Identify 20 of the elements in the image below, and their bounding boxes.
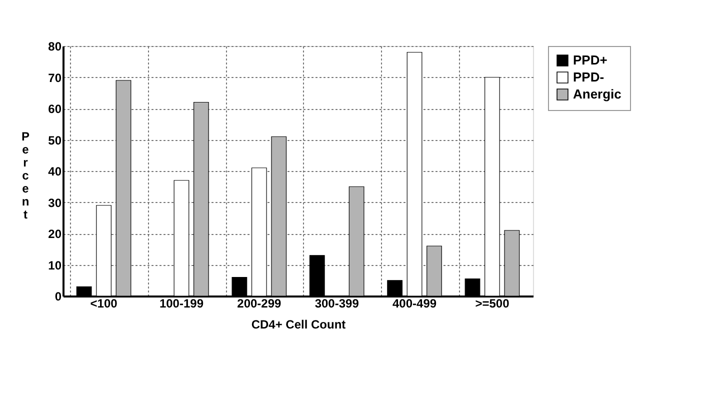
x-tick-label: 300-399 <box>314 296 360 310</box>
y-tick-label: 30 <box>48 196 62 210</box>
y-tick-label: 70 <box>48 70 62 85</box>
y-tick-label: 80 <box>48 40 62 54</box>
legend-label: PPD- <box>573 70 604 84</box>
x-tick-label: <100 <box>90 296 118 310</box>
legend-label: PPD+ <box>573 52 608 68</box>
legend-label: Anergic <box>573 86 622 102</box>
x-tick-label: >=500 <box>475 296 510 310</box>
y-tick-label: 40 <box>48 164 62 178</box>
x-tick-label: 100-199 <box>159 296 204 310</box>
y-tick-label: 20 <box>48 227 62 241</box>
y-tick-label: 60 <box>48 102 62 116</box>
x-tick-label: 400-499 <box>392 296 437 310</box>
y-tick-label: 10 <box>48 258 62 272</box>
x-tick-label: 200-299 <box>237 296 282 310</box>
y-axis-title: Percent <box>21 130 30 222</box>
y-tick-label: 0 <box>54 290 62 304</box>
x-axis-title: CD4+ Cell Count <box>251 318 346 332</box>
y-tick-label: 50 <box>48 133 62 148</box>
